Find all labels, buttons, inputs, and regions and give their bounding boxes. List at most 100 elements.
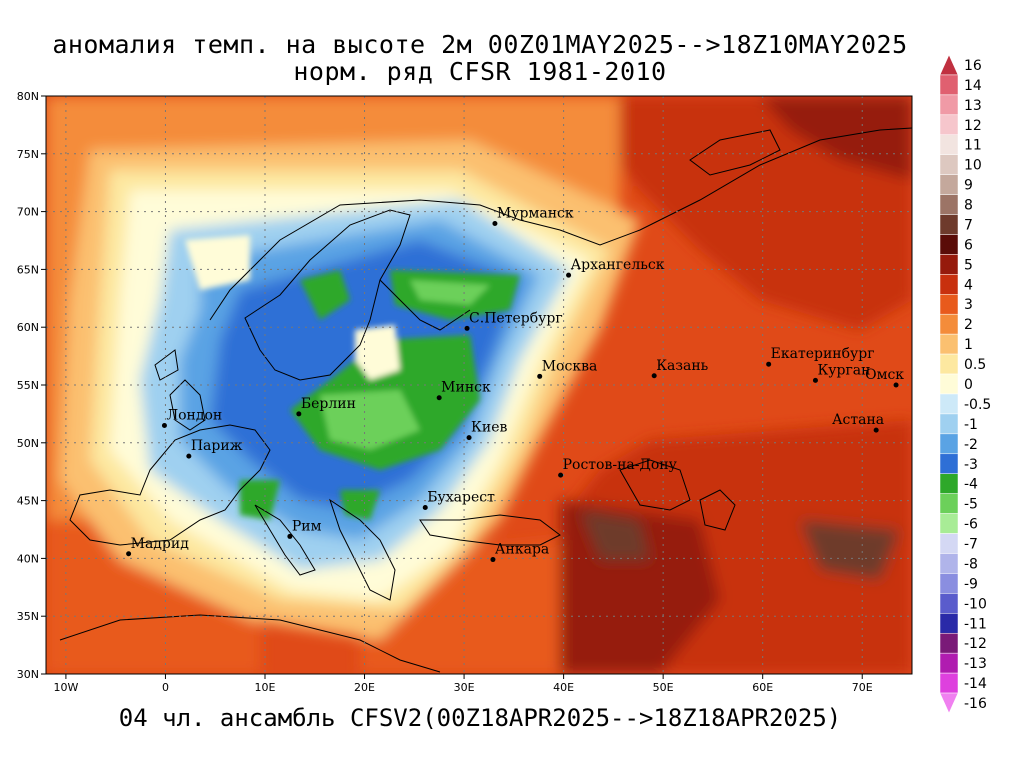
colorbar-label: 9: [964, 178, 973, 194]
lon-tick-label: 10W: [53, 681, 78, 694]
colorbar-label: 13: [964, 98, 982, 114]
colorbar-swatch: [939, 632, 959, 654]
colorbar-label: 6: [964, 237, 973, 253]
lat-tick-label: 80N: [17, 90, 39, 103]
colorbar-label: -1: [964, 417, 978, 433]
colorbar-swatch: [939, 593, 959, 614]
colorbar-label: -4: [964, 477, 978, 493]
city-dot: [873, 427, 879, 433]
colorbar-label: -11: [964, 616, 987, 632]
colorbar-label: 11: [964, 138, 982, 154]
colorbar-swatch: [939, 234, 959, 255]
colorbar-swatch: [939, 353, 959, 375]
colorbar-swatch: [939, 373, 959, 395]
city-dot: [422, 505, 428, 511]
city-label: Омск: [865, 367, 904, 383]
city-label: Лондон: [166, 407, 222, 423]
city-label: Анкара: [495, 542, 549, 558]
city-label: Рим: [292, 518, 322, 534]
colorbar-label: 16: [964, 58, 982, 74]
lon-tick-label: 60E: [752, 681, 773, 694]
colorbar-label: 3: [964, 297, 973, 313]
colorbar-label: -3: [964, 457, 978, 473]
colorbar-label: -14: [964, 676, 987, 692]
city-label: Мадрид: [131, 536, 190, 552]
city-dot: [766, 361, 772, 367]
city-label: Казань: [656, 358, 708, 374]
city-label: Минск: [441, 380, 491, 396]
city-dot: [287, 533, 293, 539]
city-dot: [126, 551, 132, 557]
colorbar-label: 5: [964, 257, 973, 273]
lon-tick-label: 0: [162, 681, 169, 694]
colorbar-label: -6: [964, 517, 978, 533]
colorbar-label: 0.5: [964, 357, 986, 373]
lon-tick-label: 40E: [553, 681, 574, 694]
coastlines: [59, 127, 912, 673]
colorbar-label: -16: [964, 696, 987, 712]
city-label: С.Петербург: [469, 310, 563, 326]
colorbar-swatch: [939, 652, 959, 674]
city-label: Париж: [191, 438, 243, 454]
city-label: Курган: [817, 362, 870, 378]
city-dot: [186, 453, 192, 459]
colorbar-label: 12: [964, 118, 982, 134]
colorbar-swatch: [939, 254, 959, 275]
city-dot: [492, 221, 498, 227]
city-label: Москва: [542, 358, 598, 374]
colorbar-swatch: [939, 493, 959, 514]
colorbar-label: -9: [964, 576, 978, 592]
lat-tick-label: 30N: [17, 668, 39, 681]
colorbar-label: -8: [964, 556, 978, 572]
city-label: Екатеринбург: [771, 346, 875, 362]
colorbar-swatch: [939, 613, 959, 634]
colorbar-swatch: [939, 672, 959, 694]
colorbar-label: -12: [964, 636, 987, 652]
colorbar-label: -7: [964, 537, 978, 553]
city-dot: [558, 472, 564, 478]
lat-lon-grid: [46, 96, 912, 674]
colorbar-swatch: [939, 333, 959, 355]
colorbar-swatch: [939, 313, 959, 335]
colorbar-label: 4: [964, 277, 973, 293]
city-label: Берлин: [301, 396, 356, 412]
city-dot: [812, 377, 818, 383]
lat-tick-label: 65N: [17, 263, 39, 276]
colorbar-swatch: [939, 274, 959, 295]
map-title-line1: аномалия темп. на высоте 2м 00Z01MAY2025…: [52, 30, 908, 59]
colorbar-swatch: [939, 114, 959, 136]
city-dot: [537, 373, 543, 379]
colorbar-swatch: [939, 433, 959, 455]
lat-tick-label: 40N: [17, 552, 39, 565]
city-label: Архангельск: [571, 257, 665, 273]
lon-tick-label: 20E: [354, 681, 375, 694]
city-dot: [490, 557, 496, 563]
colorbar-label: 14: [964, 78, 982, 94]
city-dot: [566, 272, 572, 278]
lon-tick-label: 50E: [653, 681, 674, 694]
city-dot: [651, 373, 657, 379]
colorbar-swatch: [939, 533, 959, 554]
city-dot: [893, 382, 899, 388]
city-label: Ростов-на-Дону: [563, 457, 678, 473]
colorbar-swatch: [939, 174, 959, 195]
anomaly-field: [46, 96, 912, 674]
colorbar-swatch: [939, 74, 959, 96]
colorbar-label: -13: [964, 656, 987, 672]
lon-tick-label: 10E: [255, 681, 276, 694]
colorbar-label: -5: [964, 497, 978, 513]
colorbar-swatch: [939, 513, 959, 534]
colorbar-swatch: [939, 573, 959, 594]
colorbar-swatch: [939, 473, 959, 494]
lat-tick-label: 45N: [17, 495, 39, 508]
colorbar-swatch: [939, 553, 959, 574]
city-dot: [464, 325, 470, 331]
colorbar-label: -10: [964, 596, 987, 612]
colorbar-swatch: [939, 294, 959, 315]
colorbar-swatch: [939, 413, 959, 435]
city-label: Киев: [471, 420, 507, 436]
colorbar-swatch: [939, 54, 959, 76]
lat-tick-label: 70N: [17, 206, 39, 219]
lon-tick-label: 30E: [454, 681, 475, 694]
